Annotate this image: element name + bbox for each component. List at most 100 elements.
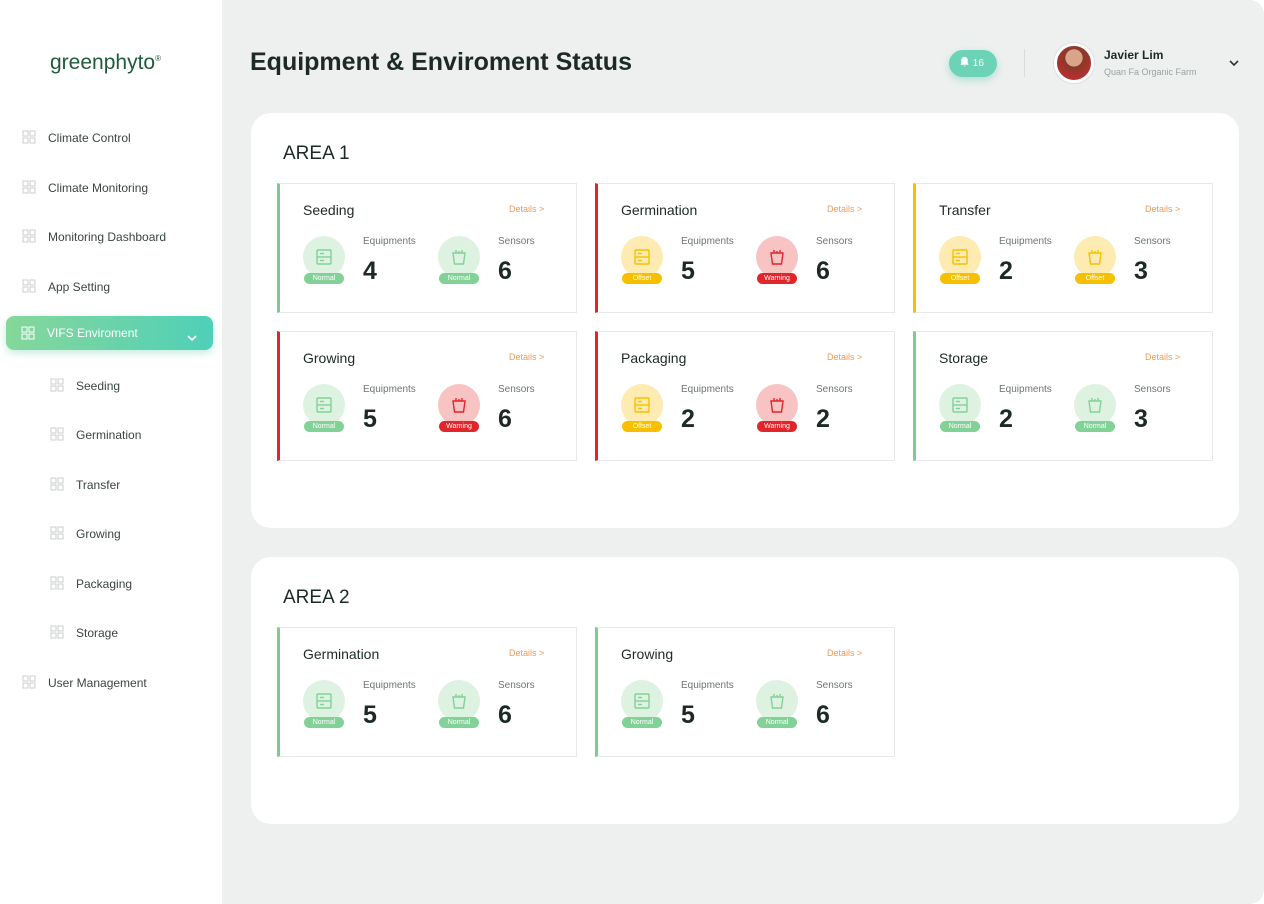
submenu-item[interactable]: Germination [50,427,210,443]
submenu-item[interactable]: Storage [50,625,210,641]
sensors-icon [438,680,480,722]
submenu-label: Germination [76,428,142,442]
menu-icon-wrap [22,229,36,248]
user-farm: Quan Fa Organic Farm [1104,67,1197,77]
sensors-count: 6 [498,257,512,285]
zone-card: Growing Details > Normal Equipments 5 Warning… [277,331,577,461]
equipment-count: 5 [681,701,695,729]
menu-icon-wrap [50,576,64,595]
menu-item[interactable]: Monitoring Dashboard [22,229,212,245]
submenu-item[interactable]: Growing [50,526,210,542]
status-badge: Normal [304,717,344,728]
sensors-count: 6 [498,701,512,729]
menu-icon-wrap [22,279,36,298]
equipment-icon [621,384,663,426]
equipment-label: Equipments [363,236,416,247]
menu-label: App Setting [48,279,111,294]
sensors-count: 2 [816,405,830,433]
sensors-count: 6 [816,257,830,285]
equipment-count: 5 [681,257,695,285]
status-badge: Normal [439,273,479,284]
menu-icon [22,675,36,688]
status-badge: Normal [304,273,344,284]
main: Equipment & Enviroment Status 16 Javier … [222,0,1264,904]
details-link[interactable]: Details > [827,352,863,362]
equipment-label: Equipments [363,384,416,395]
submenu-item[interactable]: Transfer [50,477,210,493]
menu-icon [21,326,35,340]
menu-icon [22,279,36,292]
notification-button[interactable]: 16 [949,50,997,77]
logo-text: greenphyto [50,51,156,74]
submenu-label: Storage [76,626,119,640]
menu-item[interactable]: App Setting [22,279,212,295]
equipment-label: Equipments [681,236,734,247]
equipment-count: 5 [363,701,377,729]
logo-mark: ® [155,54,161,63]
logo[interactable]: greenphyto® [50,51,161,75]
user-name: Javier Lim [1104,48,1164,62]
menu-icon [22,229,36,243]
menu-icon-wrap [50,625,64,644]
submenu-label: Packaging [76,576,133,591]
menu-icon [22,180,36,193]
zone-card: Seeding Details > Normal Equipments 4 Normal S… [277,183,577,313]
menu-label: User Management [48,675,147,690]
user-dropdown[interactable] [1228,59,1240,67]
zone-name: Growing [303,350,356,366]
sensors-icon [438,236,480,278]
details-link[interactable]: Details > [509,204,545,214]
menu-item-active[interactable]: VIFS Enviroment [6,316,213,350]
menu-icon-wrap [22,675,36,694]
equipment-label: Equipments [999,384,1052,395]
menu-icon-wrap [22,180,36,199]
avatar[interactable] [1054,43,1094,83]
status-badge: Normal [940,421,980,432]
submenu-item[interactable]: Seeding [50,378,210,394]
menu-label: Monitoring Dashboard [48,230,167,244]
details-link[interactable]: Details > [827,648,863,658]
status-badge: Normal [757,717,797,728]
status-badge: Normal [439,717,479,728]
details-link[interactable]: Details > [1145,204,1181,214]
status-badge: Normal [622,717,662,728]
equipment-count: 2 [999,257,1013,285]
details-link[interactable]: Details > [509,648,545,658]
menu-item[interactable]: Climate Control [22,130,212,146]
details-link[interactable]: Details > [509,352,545,362]
area-title: AREA 1 [283,143,350,164]
zone-card: Storage Details > Normal Equipments 2 Normal S… [913,331,1213,461]
menu-icon-wrap [50,526,64,545]
menu-label: VIFS Enviroment [47,326,138,340]
menu-icon-wrap [22,130,36,149]
notification-count: 16 [972,58,984,69]
sensors-icon [1074,236,1116,278]
sensors-count: 3 [1134,405,1148,433]
menu-icon [50,477,64,490]
equipment-label: Equipments [999,236,1052,247]
menu-item[interactable]: User Management [22,675,212,691]
equipment-count: 2 [999,405,1013,433]
details-link[interactable]: Details > [827,204,863,214]
status-badge: Normal [1075,421,1115,432]
zone-name: Germination [303,646,380,662]
sensors-label: Sensors [816,236,853,247]
zone-name: Storage [939,350,989,366]
menu-chevron [186,329,198,347]
zone-card: Growing Details > Normal Equipments 5 Normal S… [595,627,895,757]
equipment-label: Equipments [681,680,734,691]
sensors-label: Sensors [816,680,853,691]
menu-icon [50,576,64,589]
submenu-item[interactable]: Packaging [50,576,210,592]
zone-card: Transfer Details > Offset Equipments 2 Offset… [913,183,1213,313]
status-badge: Offset [622,421,662,432]
sensors-icon [756,236,798,278]
equipment-label: Equipments [681,384,734,395]
page-title: Equipment & Enviroment Status [250,48,632,76]
details-link[interactable]: Details > [1145,352,1181,362]
sensors-label: Sensors [1134,384,1171,395]
menu-icon-wrap [50,378,64,397]
equipment-icon [303,236,345,278]
menu-item[interactable]: Climate Monitoring [22,180,212,196]
